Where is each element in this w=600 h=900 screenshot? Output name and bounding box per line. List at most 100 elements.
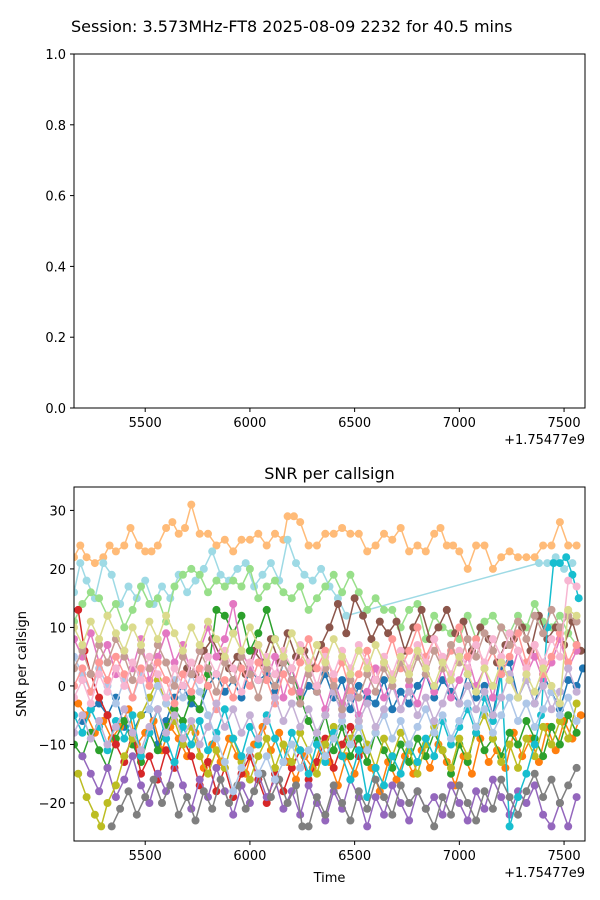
series-1 [74,535,577,620]
data-point [321,711,330,720]
data-point [480,541,489,550]
data-point [162,658,171,667]
data-point [380,658,388,667]
data-point [229,600,238,608]
data-point [191,576,200,585]
data-point [555,623,564,632]
data-point [304,769,313,778]
data-point [413,734,422,743]
x-tick-label: 6000 [233,416,266,431]
data-point [245,670,254,679]
data-point [359,611,367,620]
data-point [187,670,196,679]
data-point [325,623,334,632]
series-12 [107,763,581,831]
data-point [312,793,321,802]
data-point [514,646,522,655]
data-point [204,746,212,755]
data-point [212,763,221,772]
data-point [547,705,556,714]
snr-axes: 5500 6000 6500 7000 7500 −20 −10 0 10 20 30 +1.7547… [15,464,586,886]
data-point [111,600,120,608]
data-point [95,658,104,667]
data-point [530,600,539,608]
data-point [405,687,414,696]
data-point [204,681,212,690]
data-point [463,652,472,661]
data-point [199,787,208,796]
data-point [145,705,154,714]
data-point [183,588,192,597]
data-point [254,629,263,638]
data-point [74,588,78,597]
y-tick-label: 20 [49,563,66,578]
data-point [95,641,104,649]
data-point [480,617,489,626]
data-point [371,699,380,708]
data-point [530,553,539,562]
data-point [530,769,539,778]
data-point [78,664,87,673]
data-point [304,605,313,614]
data-point [421,693,430,702]
data-point [380,793,388,802]
data-point [442,605,451,614]
data-point [78,646,87,655]
data-point [162,746,171,755]
data-point [564,664,573,673]
data-point [78,728,87,737]
data-point [459,617,468,626]
data-point [308,576,317,585]
data-point [413,758,422,766]
data-point [388,705,397,714]
data-point [195,775,204,784]
data-point [74,635,78,644]
data-point [555,717,564,725]
data-point [170,664,179,673]
data-point [472,541,481,550]
data-point [578,664,585,673]
data-point [505,740,514,749]
data-point [137,582,145,591]
data-point [220,582,229,591]
data-point [317,564,326,573]
data-point [153,705,162,714]
data-point [250,787,259,796]
data-point [321,646,330,655]
data-point [292,775,300,784]
data-point [195,740,204,749]
data-point [480,681,489,690]
data-point [388,681,397,690]
data-point [107,570,116,579]
data-point [279,717,288,725]
data-point [304,681,313,690]
data-point [304,717,313,725]
data-point [137,641,145,649]
data-point [271,529,279,538]
data-point [547,652,556,661]
data-point [522,799,531,807]
data-point [497,553,506,562]
data-point [514,617,522,626]
data-point [145,617,154,626]
data-point [572,793,581,802]
data-point [371,793,380,802]
data-point [530,652,539,661]
data-point [220,705,229,714]
data-point [229,705,238,714]
data-point [505,822,514,831]
data-point [262,541,271,550]
data-point [455,623,464,632]
data-point [128,676,137,685]
data-point [120,670,129,679]
data-point [162,676,171,685]
data-point [463,752,472,761]
data-point [530,611,539,620]
data-point [555,559,564,568]
data-point [300,570,309,579]
data-point [329,670,338,679]
data-point [86,629,95,638]
data-point [233,564,242,573]
data-point [480,629,489,638]
data-point [354,722,363,731]
